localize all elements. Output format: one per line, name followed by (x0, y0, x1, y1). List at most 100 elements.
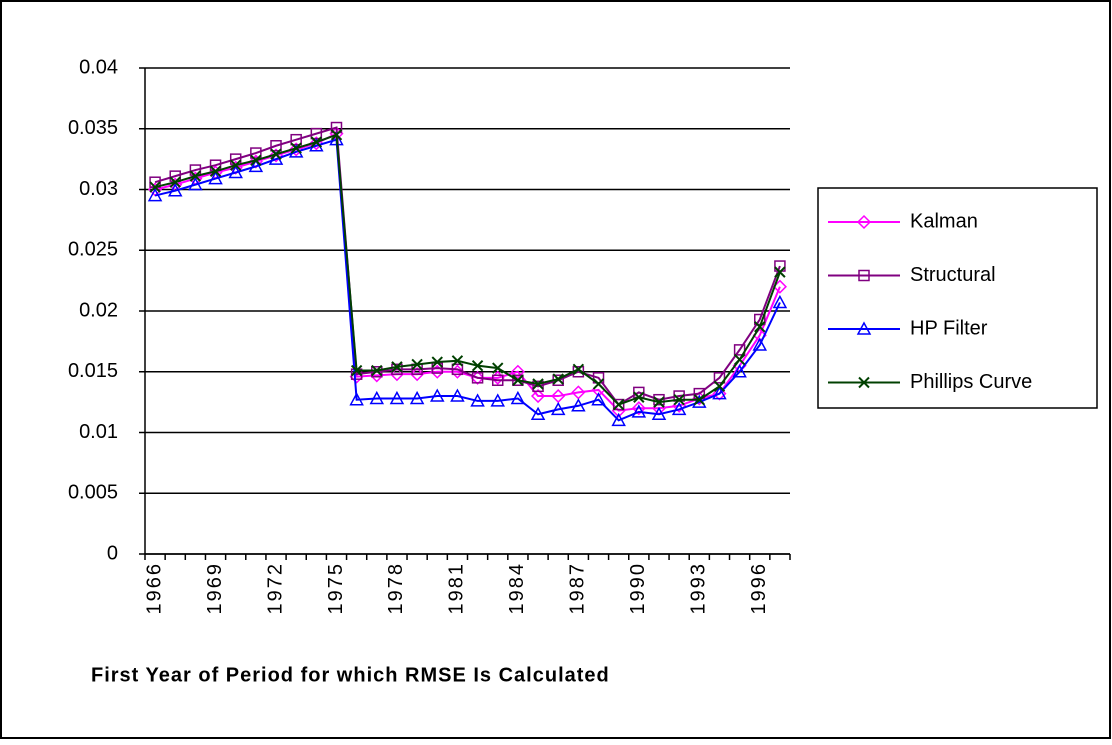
series-line (154, 132, 781, 412)
marker (693, 393, 706, 406)
x-tick-label: 1990 (627, 562, 649, 615)
marker (330, 129, 343, 141)
marker (732, 364, 747, 378)
marker (611, 412, 626, 427)
x-tick-label: 1978 (385, 562, 407, 615)
marker (389, 390, 405, 405)
marker (512, 374, 524, 386)
legend-label: HP Filter (910, 317, 988, 339)
marker (410, 367, 425, 382)
marker (633, 391, 645, 403)
marker (149, 181, 161, 193)
marker (530, 388, 546, 404)
marker (754, 321, 766, 333)
marker (310, 136, 323, 148)
marker (471, 359, 484, 372)
y-tick-label: 0.035 (68, 117, 118, 139)
marker (532, 380, 544, 393)
y-tick-label: 0.005 (68, 482, 118, 504)
marker (188, 177, 203, 191)
marker (169, 176, 181, 188)
marker (411, 358, 423, 371)
y-tick-label: 0 (107, 542, 118, 564)
marker (671, 401, 687, 416)
marker (713, 372, 726, 384)
marker (612, 398, 625, 411)
marker (491, 374, 504, 387)
y-tick-label: 0.02 (79, 299, 118, 321)
marker (631, 404, 647, 418)
marker (248, 158, 264, 173)
marker (532, 378, 544, 390)
marker (189, 170, 202, 182)
marker (572, 363, 585, 376)
x-tick-label: 1969 (204, 562, 226, 615)
marker (772, 294, 788, 309)
legend-marker (858, 376, 870, 389)
marker (228, 164, 243, 179)
x-tick-label: 1972 (264, 562, 286, 615)
marker (713, 380, 726, 393)
marker (510, 364, 525, 379)
x-axis-title: First Year of Period for which RMSE Is C… (91, 664, 610, 686)
marker (371, 366, 383, 378)
marker (451, 355, 464, 367)
x-tick-label: 1981 (446, 562, 468, 615)
legend-label: Structural (910, 264, 996, 286)
marker (591, 392, 606, 406)
legend-label: Kalman (910, 210, 978, 232)
x-tick-label: 1984 (506, 562, 528, 615)
marker (369, 390, 385, 405)
marker (733, 353, 746, 366)
marker (631, 401, 646, 416)
x-tick-label: 1987 (567, 562, 589, 615)
marker (510, 390, 526, 405)
marker (552, 373, 564, 385)
marker (371, 364, 383, 377)
marker (712, 386, 727, 400)
marker (612, 398, 625, 411)
marker (350, 364, 363, 377)
legend-box (817, 187, 1098, 409)
y-tick-label: 0.015 (68, 360, 118, 382)
marker (490, 393, 505, 407)
y-tick-label: 0.04 (79, 56, 118, 78)
marker (270, 140, 282, 152)
marker (250, 154, 262, 167)
x-tick-label: 1975 (325, 562, 347, 615)
marker (752, 337, 768, 351)
marker (571, 398, 586, 412)
marker (167, 183, 183, 197)
marker (391, 361, 403, 373)
marker (250, 147, 262, 159)
marker (209, 165, 222, 177)
x-tick-label: 1996 (748, 562, 770, 615)
x-tick-label: 1993 (688, 562, 710, 615)
marker (550, 401, 566, 416)
legend-marker (856, 321, 872, 335)
marker (270, 148, 282, 160)
y-tick-label: 0.025 (68, 239, 118, 261)
marker (653, 393, 665, 406)
marker (673, 393, 685, 406)
marker (409, 390, 425, 405)
marker (530, 406, 546, 421)
marker (471, 372, 484, 384)
marker (592, 378, 605, 390)
legend-marker (856, 214, 872, 230)
marker (492, 362, 504, 374)
series-line (154, 133, 781, 406)
marker (290, 142, 302, 154)
y-tick-label: 0.01 (79, 421, 118, 443)
marker (470, 393, 485, 407)
marker (430, 364, 445, 379)
marker (450, 388, 465, 402)
marker (653, 396, 665, 408)
marker (391, 363, 403, 376)
marker (651, 406, 667, 421)
marker (208, 170, 223, 185)
marker (430, 388, 445, 402)
y-tick-label: 0.03 (79, 178, 118, 200)
marker (147, 188, 163, 202)
